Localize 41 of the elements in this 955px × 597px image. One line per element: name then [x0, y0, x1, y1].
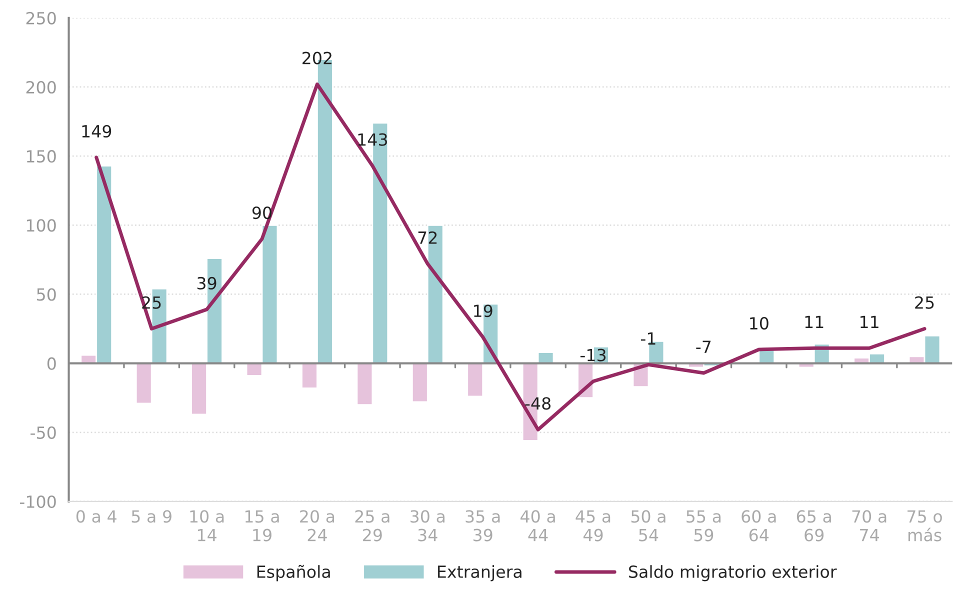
data-label: 39 — [197, 276, 216, 290]
y-tick-label: 150 — [26, 150, 56, 163]
data-label: 10 — [750, 317, 768, 330]
x-tick-label: 55 a 59 — [686, 510, 721, 542]
x-tick-label: 35 a 39 — [466, 510, 500, 542]
data-label: 19 — [474, 304, 492, 318]
x-tick-label: 65 a 69 — [796, 510, 831, 542]
x-tick-label: 50 a 54 — [631, 510, 666, 542]
data-label: 149 — [82, 124, 112, 138]
legend-label: Española — [257, 564, 330, 582]
legend-label: Extranjera — [438, 565, 522, 582]
data-label: 72 — [418, 231, 437, 244]
data-label: -1 — [640, 332, 656, 345]
data-label: -7 — [696, 340, 711, 353]
y-tick-label: 200 — [26, 80, 56, 94]
x-tick-label: 5 a 9 — [132, 510, 172, 523]
y-tick-label: 0 — [47, 357, 56, 370]
x-tick-label: 30 a 34 — [410, 510, 444, 542]
data-label: 11 — [860, 316, 878, 328]
data-label: -13 — [580, 348, 606, 362]
x-tick-label: 75 o más — [908, 510, 942, 542]
data-label: 11 — [805, 316, 824, 328]
data-label: -48 — [525, 397, 551, 410]
x-tick-label: 45 a 49 — [576, 510, 610, 542]
x-tick-label: 40 a 44 — [520, 510, 555, 542]
y-tick-label: 50 — [37, 288, 56, 301]
y-tick-label: -50 — [30, 426, 56, 439]
legend-label: Saldo migratorio exterior — [629, 565, 837, 582]
data-label: 202 — [302, 52, 332, 64]
x-tick-label: 25 a 29 — [355, 510, 390, 542]
data-label: 143 — [358, 133, 387, 146]
x-tick-label: 10 a 14 — [190, 510, 224, 542]
x-tick-label: 15 a 19 — [245, 510, 279, 542]
x-tick-label: 70 a 74 — [852, 510, 886, 542]
data-label: 25 — [915, 296, 934, 309]
x-tick-label: 0 a 4 — [76, 510, 116, 523]
y-tick-label: -100 — [20, 495, 56, 508]
x-tick-label: 60 a 64 — [742, 510, 776, 542]
y-tick-label: 250 — [26, 12, 56, 24]
x-tick-label: 20 a 24 — [300, 510, 334, 542]
y-tick-label: 100 — [26, 219, 56, 232]
